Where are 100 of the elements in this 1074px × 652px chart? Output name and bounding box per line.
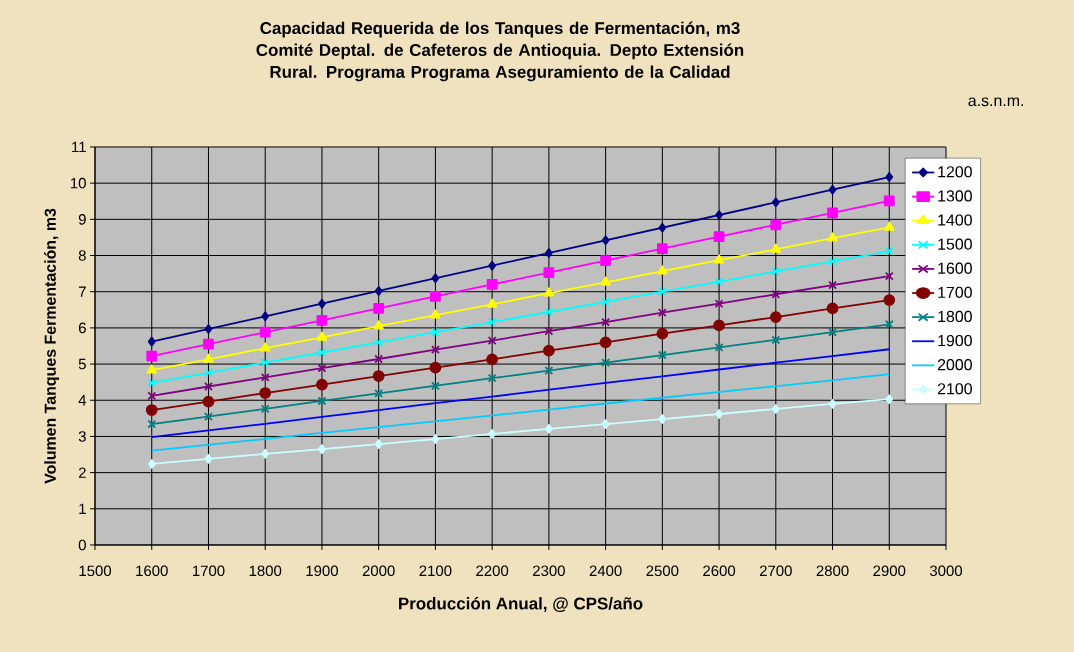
point [204, 412, 213, 421]
point [374, 286, 383, 296]
point [544, 423, 553, 434]
x-tick-label: 2300 [533, 565, 565, 577]
point [430, 309, 441, 319]
y-tick-label: 7 [78, 286, 86, 297]
point [317, 363, 327, 373]
point [656, 243, 668, 255]
point [317, 396, 327, 406]
chart-subtitle: Comité Deptal. de Cafeteros de Antioquia. Depto Extensión Rural. Programa Programa Aseguramiento de la Calidad [256, 43, 744, 82]
point [374, 388, 384, 398]
point [373, 320, 384, 330]
point [770, 243, 782, 253]
legend-label: 1700 [938, 286, 972, 299]
point [714, 277, 724, 286]
y-tick-label: 0 [78, 539, 86, 551]
point [769, 311, 782, 323]
x-tick-label: 1600 [136, 565, 168, 577]
point [771, 289, 781, 299]
point [544, 248, 553, 258]
point [828, 398, 837, 409]
point [543, 287, 555, 297]
point [884, 271, 894, 281]
point [431, 273, 440, 284]
point [147, 391, 157, 401]
point [543, 344, 555, 357]
point [601, 419, 610, 430]
point [599, 336, 612, 349]
point [318, 444, 326, 454]
point [488, 260, 497, 271]
point [885, 172, 894, 182]
legend-label: 1800 [938, 310, 972, 323]
y-tick-label: 4 [78, 395, 87, 406]
point [601, 317, 611, 327]
legend-title: a.s.n.m. [968, 97, 1024, 107]
x-tick-label: 2500 [646, 565, 679, 577]
point [430, 381, 440, 391]
point [204, 453, 213, 464]
point [147, 419, 157, 429]
legend-label: 2100 [937, 383, 972, 395]
point [373, 302, 385, 314]
point [203, 353, 214, 363]
point [204, 324, 213, 334]
x-tick-label: 1900 [306, 565, 338, 577]
x-tick-label: 1800 [249, 565, 282, 577]
point [601, 235, 610, 246]
point [657, 287, 667, 297]
x-tick-label: 2600 [703, 565, 736, 577]
point [658, 222, 667, 233]
point [204, 382, 213, 391]
point [713, 254, 725, 264]
point [883, 294, 896, 306]
point [316, 331, 328, 341]
y-tick-label: 11 [72, 141, 86, 153]
point [827, 207, 838, 219]
point [657, 350, 667, 360]
point [486, 298, 498, 308]
point [826, 302, 839, 315]
point [771, 267, 781, 276]
point [657, 308, 667, 318]
chart-title: Capacidad Requerida de los Tanques de Fermentación, m3 [260, 21, 740, 38]
point [544, 307, 554, 317]
point [146, 364, 157, 374]
point [316, 378, 328, 391]
point [374, 354, 384, 364]
x-tick-label: 2000 [362, 565, 395, 577]
point [261, 311, 270, 322]
legend-label: 1200 [938, 166, 972, 178]
x-tick-label: 2900 [873, 565, 906, 577]
point [260, 373, 270, 382]
point [261, 448, 270, 459]
point [601, 358, 611, 368]
legend-label: 2000 [937, 359, 972, 371]
point [487, 317, 497, 327]
point [658, 414, 667, 424]
legend-label: 1300 [938, 190, 972, 202]
x-tick-label: 1500 [79, 565, 112, 577]
legend-label: 1600 [938, 262, 972, 274]
x-tick-label: 1700 [192, 565, 225, 577]
y-tick-label: 9 [78, 214, 86, 225]
legend-label: 1500 [938, 238, 972, 250]
point [657, 265, 668, 275]
point [828, 256, 837, 266]
point [372, 370, 385, 382]
point [487, 373, 497, 383]
point [318, 298, 326, 309]
point [544, 366, 554, 376]
legend-label: 1400 [938, 214, 972, 226]
point [202, 395, 215, 408]
point [883, 195, 895, 207]
point [771, 197, 780, 208]
x-tick-label: 2400 [589, 565, 622, 577]
point [771, 335, 781, 345]
x-tick-label: 2700 [759, 565, 792, 577]
y-tick-label: 5 [78, 358, 86, 370]
point [260, 404, 270, 414]
point [544, 326, 554, 336]
point [713, 319, 725, 332]
x-tick-label: 3000 [929, 565, 963, 577]
point [486, 279, 498, 290]
